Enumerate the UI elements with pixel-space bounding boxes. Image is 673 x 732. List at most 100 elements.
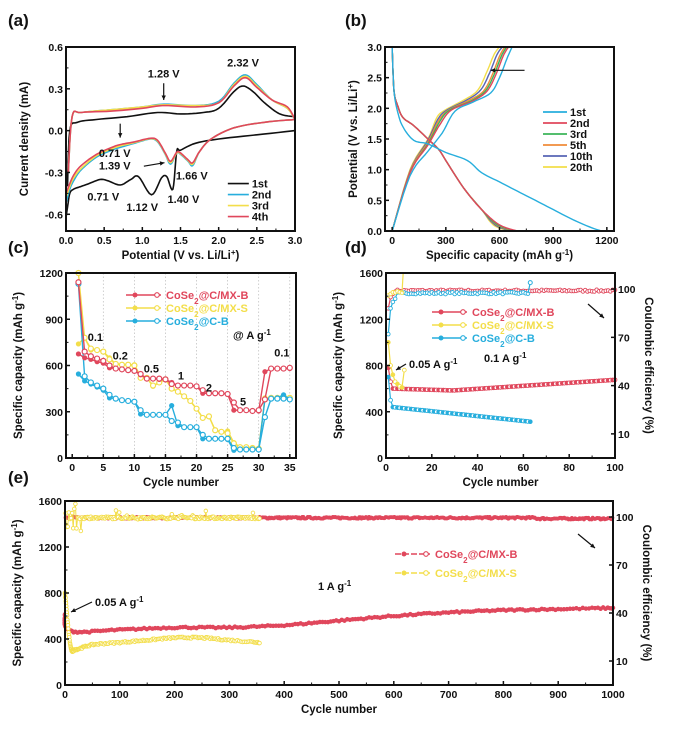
charge-point — [112, 395, 119, 402]
ce-mxs-point — [250, 510, 256, 516]
y-tick-label: 1200 — [360, 314, 384, 326]
discharge-point — [169, 402, 175, 409]
discharge-point — [82, 378, 88, 384]
x-tick-label: 30 — [253, 462, 265, 474]
charge-point — [255, 446, 262, 453]
x-tick-label: 100 — [111, 689, 129, 701]
x-tick-label: 500 — [330, 689, 348, 701]
ce-cb-point — [388, 306, 393, 311]
x-tick-label: 35 — [284, 462, 296, 474]
x-tick-label: 0.5 — [97, 235, 112, 247]
charge-point — [230, 444, 237, 452]
legend-marker — [132, 292, 138, 298]
charge-point — [193, 424, 200, 431]
charge-curve-1st — [391, 46, 513, 232]
x-tick-label: 300 — [221, 689, 239, 701]
y-tick-label: 0 — [57, 453, 63, 465]
charge-point — [131, 398, 138, 405]
legend-marker — [460, 335, 466, 341]
charge-point — [143, 411, 150, 418]
charge-point — [187, 424, 194, 431]
y-axis-label: Specific capacity (mAh g-1) — [331, 292, 346, 439]
y-axis-label: Potential (V vs. Li/Li+) — [346, 80, 361, 198]
charge-point — [212, 390, 219, 397]
cap-mxs-point — [401, 367, 407, 373]
x-tick-label: 40 — [472, 462, 484, 474]
x-axis-label: Cycle number — [462, 477, 539, 489]
charge-point — [274, 365, 281, 372]
legend-label: 2nd — [570, 118, 590, 130]
charge-point — [168, 417, 175, 425]
discharge-point — [262, 369, 268, 375]
charge-point — [268, 395, 275, 402]
charge-point — [106, 391, 113, 398]
ce-mxs-point — [69, 510, 75, 516]
y2-tick-label: 10 — [618, 429, 630, 441]
y2-axis-label: Coulombic efficiency (%) — [642, 297, 654, 434]
annotation: 1.12 V — [126, 202, 158, 214]
ce-mxs-point — [73, 501, 78, 507]
charge-point — [230, 399, 237, 406]
x-tick-label: 600 — [385, 689, 403, 701]
charge-point — [100, 385, 107, 392]
rate-label: 5 — [240, 397, 246, 409]
charge-point — [224, 390, 231, 398]
charge-point — [280, 395, 287, 402]
legend-label: 10th — [570, 151, 593, 163]
charge-point — [125, 361, 132, 368]
y2-tick-label: 10 — [616, 656, 628, 668]
charge-point — [156, 375, 163, 382]
cap-cb-point — [388, 397, 393, 403]
charge-point — [243, 407, 250, 414]
x-tick-label: 20 — [191, 462, 203, 474]
discharge-curve-20th — [391, 46, 509, 232]
y2-axis-label: Coulombic efficiency (%) — [640, 525, 652, 662]
charge-point — [205, 390, 213, 397]
y-tick-label: 900 — [45, 314, 63, 326]
rate-label: 1 — [178, 370, 184, 382]
ce-mxs-point — [78, 528, 84, 534]
x-tick-label: 400 — [275, 689, 293, 701]
ce-mxs-point — [113, 508, 119, 513]
legend-marker — [460, 309, 466, 315]
x-tick-label: 1.0 — [135, 235, 150, 247]
annotation: 0.05 A g-1 — [409, 357, 458, 372]
charge-point — [261, 396, 269, 403]
legend-label: CoSe2@C/MX-S — [435, 568, 517, 584]
charge-point — [87, 379, 94, 386]
legend-label: 2nd — [252, 190, 272, 202]
charge-point — [236, 446, 244, 453]
legend-marker — [423, 570, 429, 576]
legend-marker — [132, 305, 138, 311]
ce-mxs-point — [203, 508, 209, 514]
charge-point — [100, 357, 107, 364]
charge-point — [181, 424, 188, 431]
ce-cb-point — [386, 331, 391, 337]
legend-marker — [438, 322, 444, 328]
legend-marker — [132, 318, 138, 324]
x-axis-label: Specific capacity (mAh g-1) — [426, 248, 573, 263]
x-tick-label: 1200 — [595, 235, 619, 247]
charge-point — [218, 435, 225, 442]
charge-point — [81, 373, 88, 380]
charge-point — [280, 365, 287, 372]
charge-point — [87, 353, 94, 360]
y-tick-label: 0 — [56, 680, 62, 692]
discharge-point — [75, 371, 82, 377]
x-tick-label: 80 — [563, 462, 575, 474]
discharge-point — [231, 407, 237, 413]
y-tick-label: 0 — [377, 453, 383, 465]
charge-curve-2nd — [391, 46, 510, 232]
y-tick-label: 0.6 — [48, 42, 63, 54]
cv-curve-4th — [65, 76, 296, 194]
x-tick-label: 0 — [69, 462, 75, 474]
legend-label: 1st — [252, 179, 268, 191]
charge-point — [125, 367, 132, 374]
x-axis-label: Potential (V vs. Li/Li+) — [122, 248, 240, 263]
y-tick-label: 1200 — [40, 268, 64, 280]
ce-mxs-point — [74, 526, 79, 531]
legend-label: CoSe2@C/MX-B — [435, 549, 517, 565]
arrow-icon-head — [590, 543, 595, 548]
cap-mxs-point — [66, 626, 71, 631]
